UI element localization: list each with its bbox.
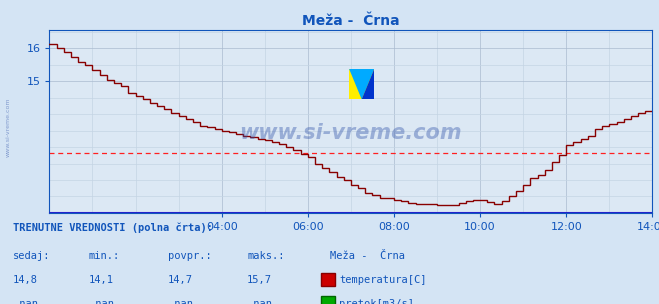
Text: www.si-vreme.com: www.si-vreme.com bbox=[5, 98, 11, 157]
Text: 14,1: 14,1 bbox=[89, 275, 114, 285]
Text: -nan: -nan bbox=[13, 299, 38, 304]
Polygon shape bbox=[349, 69, 374, 99]
Text: 14,8: 14,8 bbox=[13, 275, 38, 285]
Text: Meža -  Črna: Meža - Črna bbox=[330, 251, 405, 261]
Text: 14,7: 14,7 bbox=[168, 275, 193, 285]
Text: min.:: min.: bbox=[89, 251, 120, 261]
Text: -nan: -nan bbox=[89, 299, 114, 304]
Title: Meža -  Črna: Meža - Črna bbox=[302, 14, 400, 28]
Text: pretok[m3/s]: pretok[m3/s] bbox=[339, 299, 415, 304]
Polygon shape bbox=[362, 69, 374, 99]
Bar bbox=[321, 295, 335, 304]
Text: TRENUTNE VREDNOSTI (polna črta):: TRENUTNE VREDNOSTI (polna črta): bbox=[13, 223, 213, 233]
Text: povpr.:: povpr.: bbox=[168, 251, 212, 261]
Text: sedaj:: sedaj: bbox=[13, 251, 51, 261]
Bar bbox=[321, 273, 335, 286]
Text: 15,7: 15,7 bbox=[247, 275, 272, 285]
Text: -nan: -nan bbox=[168, 299, 193, 304]
Text: temperatura[C]: temperatura[C] bbox=[339, 275, 427, 285]
Text: -nan: -nan bbox=[247, 299, 272, 304]
Text: maks.:: maks.: bbox=[247, 251, 285, 261]
Text: www.si-vreme.com: www.si-vreme.com bbox=[240, 123, 462, 143]
